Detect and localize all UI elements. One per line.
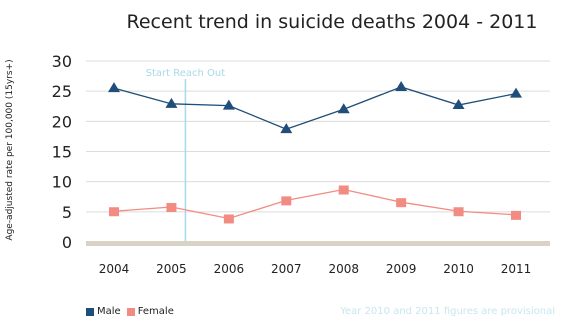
series-line-male <box>113 86 517 130</box>
annotation-label: Start Reach Out <box>146 68 226 79</box>
data-point-male <box>510 87 522 98</box>
data-point-female <box>453 207 464 217</box>
legend-item-male: Male <box>86 306 121 317</box>
data-point-male <box>337 103 350 114</box>
y-tick-label: 10 <box>52 173 72 192</box>
y-tick-label: 15 <box>52 143 72 162</box>
x-tick-label: 2008 <box>328 262 359 276</box>
data-point-female <box>281 196 292 206</box>
annotations: Start Reach Out <box>146 68 226 241</box>
data-point-male <box>165 97 178 108</box>
x-tick-label: 2005 <box>156 262 187 276</box>
data-point-male <box>222 99 235 110</box>
chart-title: Recent trend in suicide deaths 2004 - 20… <box>127 11 538 33</box>
data-point-female <box>223 214 234 224</box>
data-point-female <box>511 210 521 220</box>
x-tick-label: 2009 <box>386 262 417 276</box>
data-point-female <box>109 207 119 217</box>
data-point-male <box>452 99 465 110</box>
male-swatch-icon <box>86 307 94 316</box>
y-tick-label: 30 <box>52 52 72 71</box>
data-point-male <box>108 82 120 93</box>
y-tick-label: 0 <box>62 233 72 252</box>
legend-male-label: Male <box>97 306 121 317</box>
y-tick-label: 25 <box>52 82 72 101</box>
data-point-female <box>338 185 349 195</box>
data-point-male <box>395 80 408 91</box>
x-tick-label: 2006 <box>214 262 245 276</box>
x-axis-baseline <box>86 241 550 246</box>
y-tick-label: 5 <box>62 203 72 222</box>
y-tick-labels: 0 5 10 15 20 25 30 <box>52 52 72 252</box>
x-tick-labels: 2004 2005 2006 2007 2008 2009 2010 2011 <box>99 262 532 276</box>
female-swatch-icon <box>126 307 135 316</box>
legend-item-female: Female <box>126 306 174 317</box>
data-point-female <box>396 198 407 208</box>
series-layer <box>108 80 522 224</box>
x-tick-label: 2011 <box>501 262 532 276</box>
data-point-female <box>166 203 177 213</box>
legend: Male Female <box>86 306 180 317</box>
x-tick-label: 2010 <box>443 262 474 276</box>
grid-lines <box>86 60 550 246</box>
y-tick-label: 20 <box>52 112 72 131</box>
footnote: Year 2010 and 2011 figures are provision… <box>340 306 555 317</box>
x-tick-label: 2004 <box>99 262 130 276</box>
series-line-female <box>113 188 517 220</box>
data-point-male <box>280 123 293 134</box>
x-tick-label: 2007 <box>271 262 302 276</box>
y-axis-label: Age-adjusted rate per 100,000 (15yrs+) <box>5 59 15 240</box>
legend-female-label: Female <box>137 306 174 317</box>
